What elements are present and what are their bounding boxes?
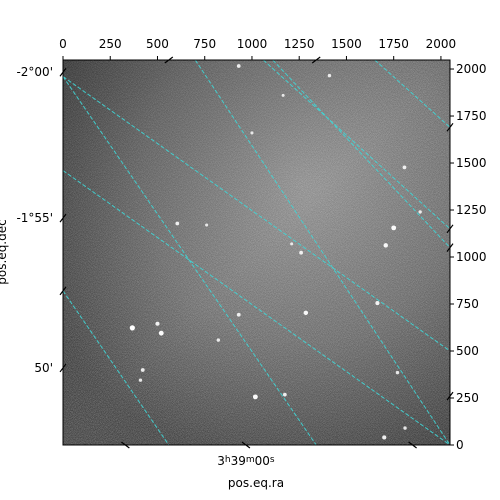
right-tick-label: 1750 (456, 109, 487, 123)
right-tick-label: 1250 (456, 203, 487, 217)
star-layer (129, 64, 422, 440)
ra-tick-mark (164, 56, 174, 64)
ra-tick-mark (241, 441, 251, 449)
ra-grid-line-0 (63, 170, 450, 445)
right-pixel-axis: 0 250 500 750 1000 1250 1500 1750 2000 (450, 62, 487, 452)
dec-grid-line-2 (63, 290, 170, 445)
ra-tick-mark (311, 56, 321, 64)
ra-axis: 3h39m00s (120, 224, 454, 468)
dec-tick-mark (59, 213, 67, 223)
ra-tick-mark (120, 441, 130, 449)
y-axis-label: pos.eq.dec (0, 219, 9, 284)
right-tick-label: 0 (456, 438, 464, 452)
ra-grid-line-1 (63, 76, 450, 352)
dec-axis: -2°00' -1°55' 50' (16, 56, 454, 375)
star-13 (418, 210, 422, 214)
star-4 (252, 394, 258, 400)
star-8 (402, 165, 407, 170)
ra-tick-mark (408, 441, 417, 449)
ra-grid-line-3 (374, 60, 450, 128)
right-tick-label: 500 (456, 344, 479, 358)
right-tick-label: 750 (456, 297, 479, 311)
dec-tick-mark (59, 286, 67, 296)
star-5 (391, 225, 397, 231)
star-12 (140, 368, 145, 372)
right-tick-label: 2000 (456, 62, 487, 76)
star-9 (299, 250, 303, 255)
dec-tick-mark (59, 363, 67, 373)
star-16 (403, 426, 407, 430)
star-3 (303, 310, 309, 316)
dec-grid-line-1 (194, 60, 450, 445)
star-23 (138, 378, 143, 382)
top-tick-label: 1250 (284, 37, 315, 51)
top-tick-label: 1000 (237, 37, 268, 51)
dec-tick-mark (446, 122, 454, 132)
star-15 (382, 435, 387, 440)
right-tick-label: 250 (456, 391, 479, 405)
sky-image (63, 60, 450, 445)
plot-frame (62, 59, 451, 446)
star-0 (129, 325, 135, 331)
star-24 (290, 242, 294, 246)
star-10 (175, 221, 180, 226)
star-21 (250, 131, 254, 135)
star-1 (158, 330, 164, 336)
star-6 (383, 243, 388, 248)
top-tick-label: 1500 (331, 37, 362, 51)
ra-tick-mark (446, 224, 454, 234)
star-25 (205, 223, 209, 227)
dec-tick-label: -2°00' (16, 65, 53, 79)
top-tick-label: 750 (193, 37, 216, 51)
star-2 (155, 321, 160, 326)
top-tick-label: 1750 (378, 37, 409, 51)
top-pixel-axis: 0 250 500 750 1000 1250 1500 1750 2000 (59, 37, 456, 60)
star-22 (395, 370, 400, 375)
top-tick-label: 0 (59, 37, 67, 51)
star-11 (236, 312, 241, 317)
star-7 (375, 301, 380, 306)
x-axis-label: pos.eq.ra (228, 476, 284, 490)
ra-grid-line-2 (272, 60, 450, 248)
ra-tick-label: 3h39m00s (217, 454, 275, 468)
star-14 (282, 392, 287, 397)
star-18 (327, 73, 332, 78)
dec-tick-mark (59, 67, 67, 77)
dec-tick-label: 50' (34, 361, 53, 375)
top-tick-label: 250 (99, 37, 122, 51)
star-20 (281, 93, 285, 97)
coordinate-grid (63, 60, 450, 445)
star-19 (236, 64, 241, 68)
top-tick-label: 2000 (426, 37, 457, 51)
ra-tick-mark (446, 391, 454, 401)
star-17 (216, 338, 221, 342)
top-tick-label: 500 (146, 37, 169, 51)
right-tick-label: 1000 (456, 250, 487, 264)
dec-tick-label: -1°55' (16, 211, 53, 225)
dec-grid-line-0 (63, 76, 317, 445)
dec-tick-mark (446, 243, 454, 252)
right-tick-label: 1500 (456, 156, 487, 170)
